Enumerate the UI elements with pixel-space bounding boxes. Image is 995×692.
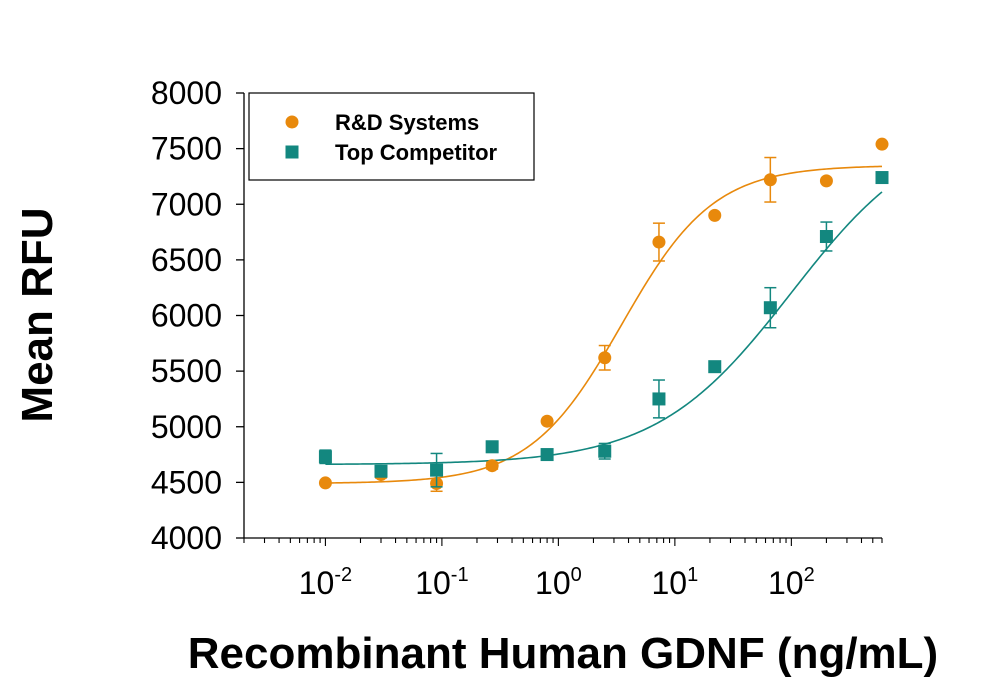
- legend: R&D Systems Top Competitor: [248, 92, 535, 181]
- point-r-d-systems: [819, 174, 833, 188]
- y-axis-title: Mean RFU: [13, 207, 62, 422]
- x-tick-label: 101: [652, 564, 699, 601]
- fit-curves: [325, 165, 883, 484]
- point-top-competitor: [875, 171, 889, 185]
- y-tick-label: 7500: [151, 131, 222, 167]
- legend-label-rd-systems: R&D Systems: [335, 110, 479, 135]
- point-top-competitor: [485, 440, 499, 454]
- y-tick-label: 7000: [151, 186, 222, 222]
- point-r-d-systems: [540, 414, 554, 428]
- fit-curve-r-d-systems: [325, 165, 883, 484]
- y-tick-label: 6000: [151, 298, 222, 334]
- point-top-competitor: [708, 360, 722, 374]
- point-top-competitor: [430, 463, 444, 477]
- point-top-competitor: [374, 464, 388, 478]
- fit-curve-top-competitor: [325, 191, 883, 466]
- y-tick-label: 4500: [151, 464, 222, 500]
- x-axis-title: Recombinant Human GDNF (ng/mL): [188, 629, 938, 678]
- y-tick-label: 5000: [151, 409, 222, 445]
- point-r-d-systems: [318, 476, 332, 490]
- x-tick-label: 100: [535, 564, 582, 601]
- x-tick-label: 10-2: [299, 564, 352, 601]
- point-top-competitor: [318, 450, 332, 464]
- point-top-competitor: [598, 444, 612, 458]
- y-tick-label: 6500: [151, 242, 222, 278]
- point-r-d-systems: [652, 235, 666, 249]
- y-tick-label: 4000: [151, 520, 222, 556]
- point-top-competitor: [652, 392, 666, 406]
- x-tick-label: 102: [768, 564, 815, 601]
- point-r-d-systems: [875, 137, 889, 151]
- point-r-d-systems: [485, 459, 499, 473]
- point-top-competitor: [540, 448, 554, 462]
- point-r-d-systems: [598, 351, 612, 365]
- data-points: [318, 137, 889, 493]
- legend-marker-rd-systems: [285, 115, 299, 129]
- y-tick-label: 5500: [151, 353, 222, 389]
- legend-box: [248, 92, 535, 181]
- axes: 4000 4500 5000 5500 6000 6500 7000 7500 8000 10-2…: [151, 75, 883, 601]
- legend-label-top-competitor: Top Competitor: [335, 140, 498, 165]
- y-tick-label: 8000: [151, 75, 222, 111]
- x-tick-label: 10-1: [415, 564, 468, 601]
- legend-marker-top-competitor: [285, 145, 299, 159]
- point-r-d-systems: [763, 173, 777, 187]
- point-top-competitor: [763, 301, 777, 315]
- point-r-d-systems: [708, 208, 722, 222]
- point-top-competitor: [819, 230, 833, 244]
